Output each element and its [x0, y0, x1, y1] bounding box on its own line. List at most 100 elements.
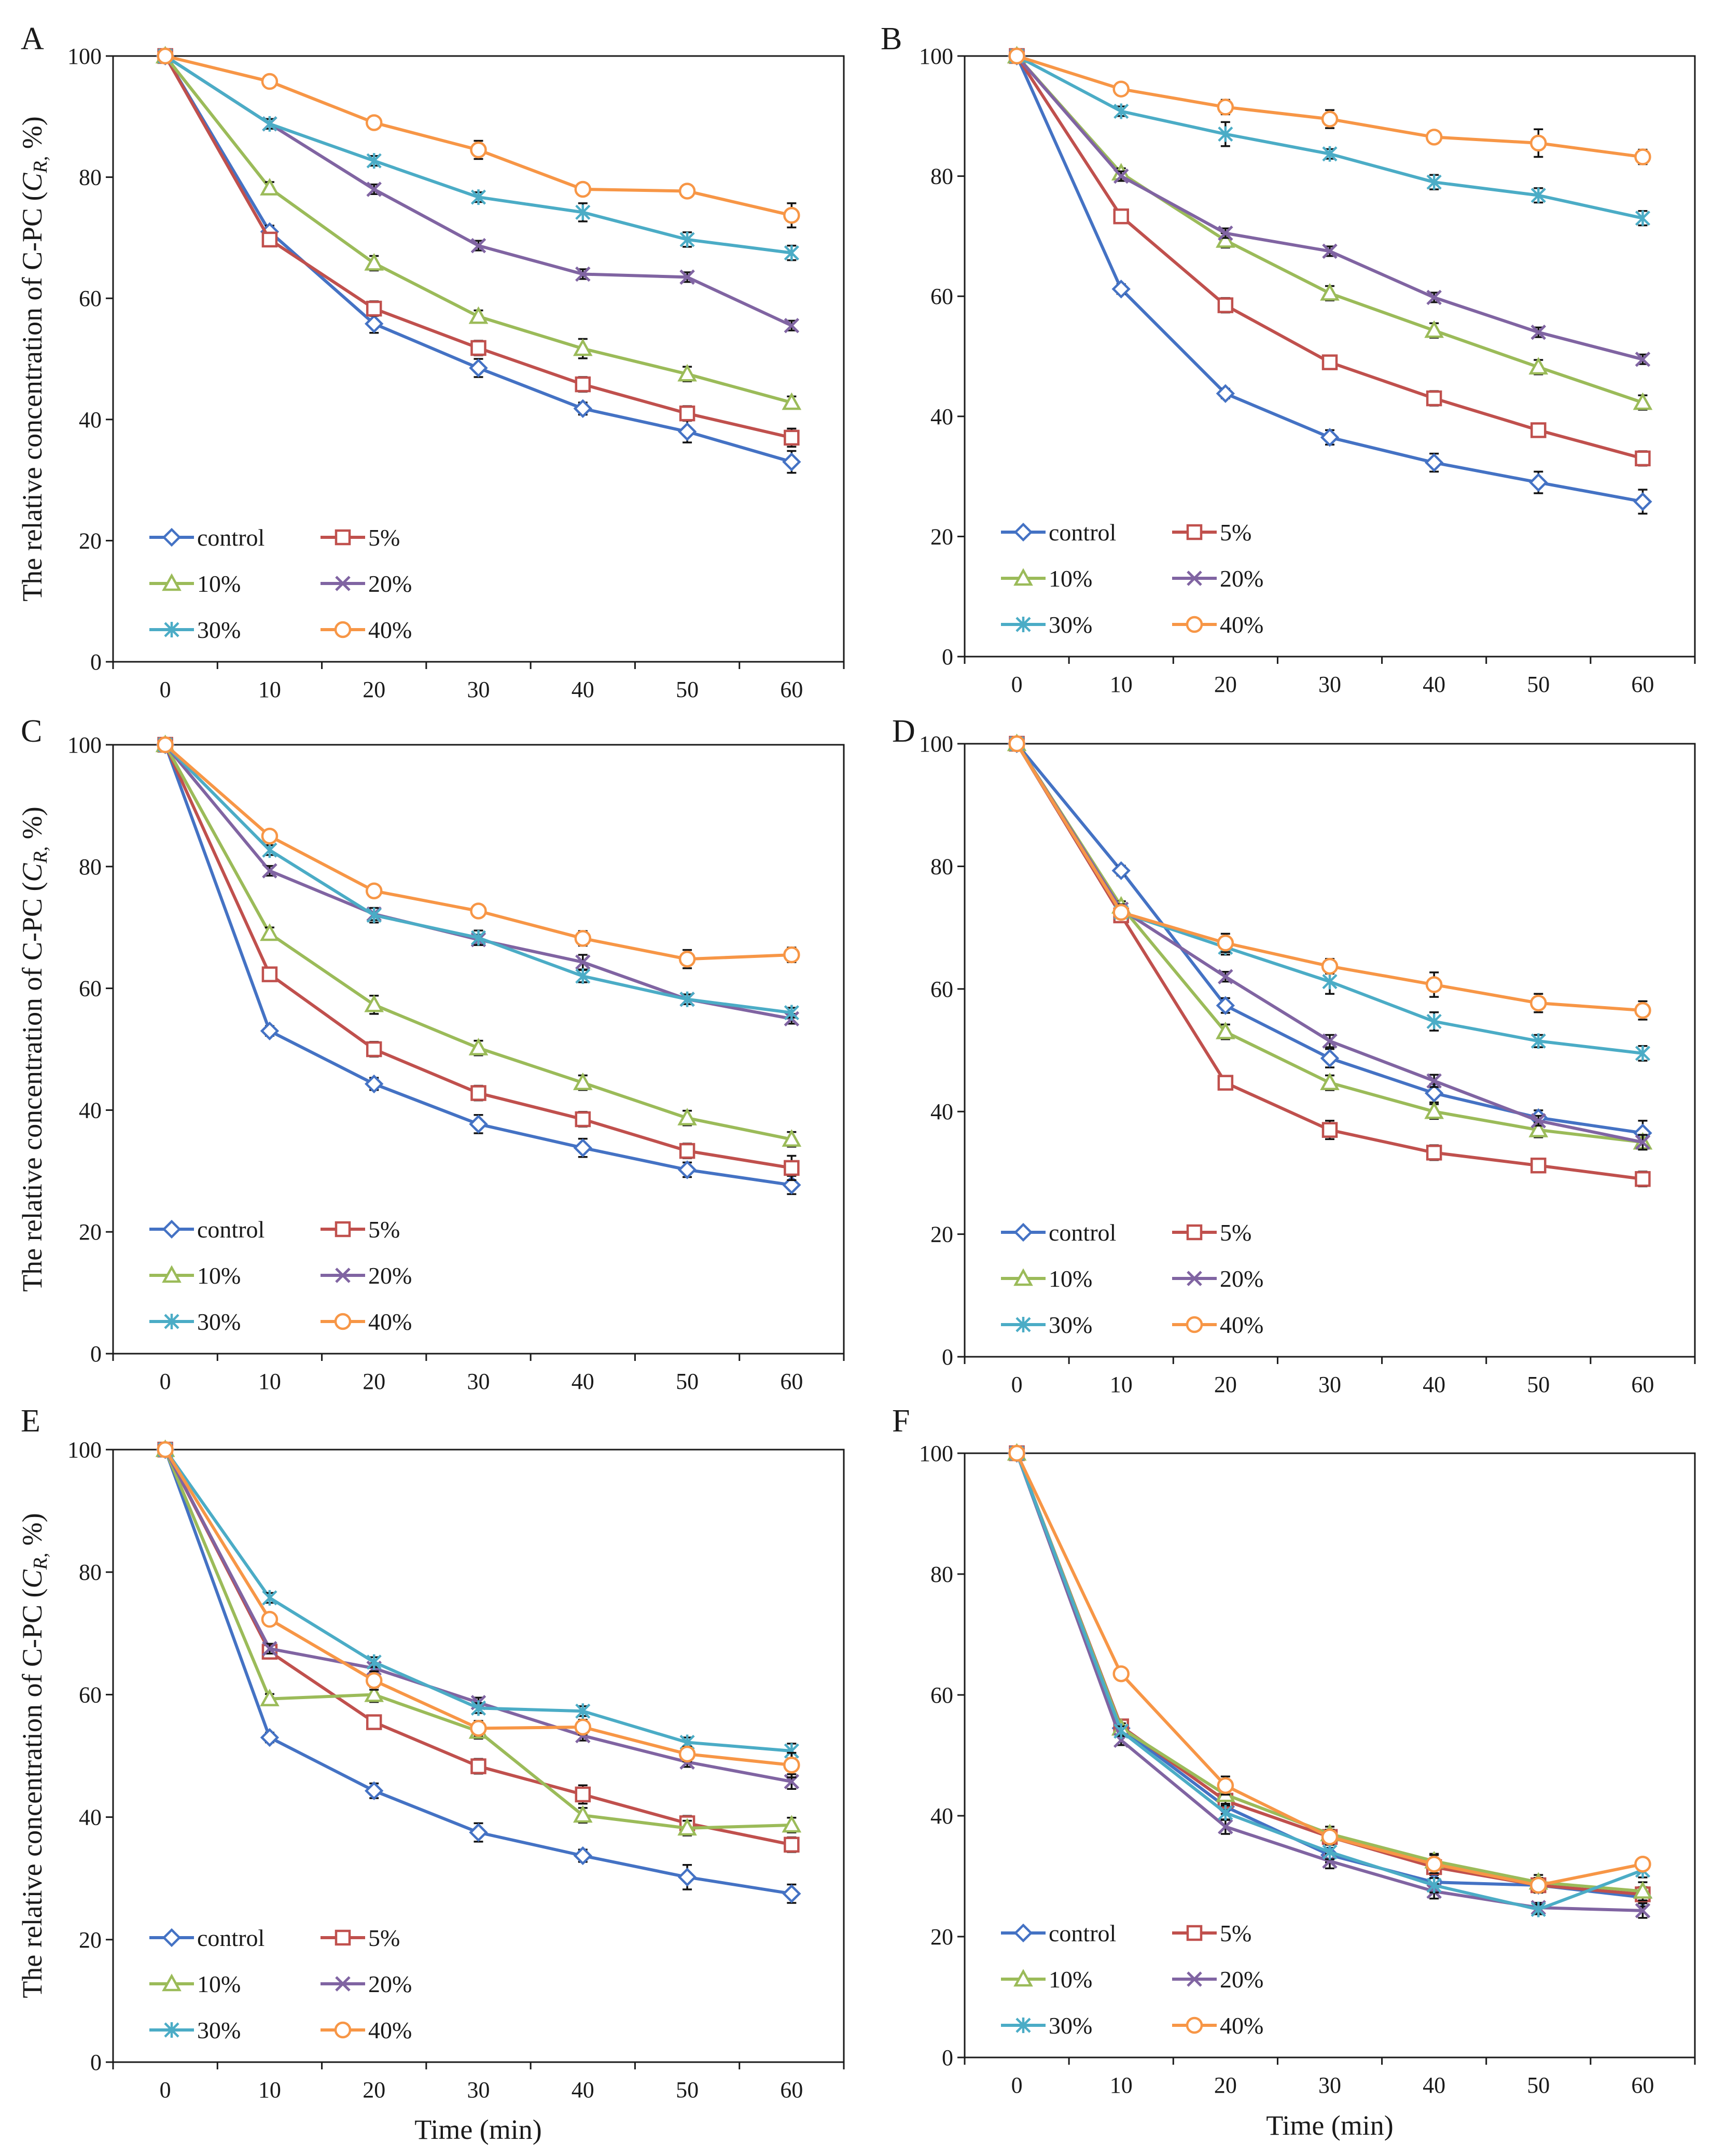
data-point-p5: [470, 340, 486, 356]
series-control: [156, 1440, 801, 1904]
plot-frame: [964, 55, 1696, 658]
data-point-p30: [1426, 1877, 1442, 1893]
data-point-p30: [470, 930, 486, 946]
data-point-p5: [1217, 1075, 1234, 1091]
data-point-p5: [679, 405, 695, 422]
series-p10: [1007, 733, 1653, 1151]
data-point-p30: [679, 991, 695, 1007]
data-point-p5: [575, 376, 591, 393]
data-point-control: [782, 1175, 801, 1194]
data-point-p40: [1008, 735, 1025, 753]
legend-item-p30: 30%: [149, 2017, 241, 2043]
data-point-p40: [261, 1610, 279, 1628]
legend-label: control: [1049, 1219, 1116, 1246]
data-point-control: [677, 1160, 697, 1179]
legend-marker-control: [1013, 1222, 1033, 1242]
data-point-p5: [679, 1143, 695, 1159]
data-point-p40: [1112, 1665, 1130, 1682]
data-point-p40: [1321, 957, 1339, 975]
legend-marker-p10: [162, 1973, 182, 1992]
legend-marker-p5: [1186, 524, 1203, 540]
data-point-p10: [1424, 1101, 1444, 1119]
y-tick-label: 100: [919, 1441, 953, 1466]
data-point-control: [1633, 492, 1652, 511]
series-p30: [1009, 736, 1651, 1062]
data-point-p10: [1320, 283, 1340, 301]
data-point-p20: [470, 238, 486, 254]
data-point-p40: [261, 73, 279, 90]
data-point-p40: [574, 180, 592, 198]
x-tick-label: 20: [363, 677, 385, 702]
data-point-p40: [1634, 1002, 1651, 1019]
series-line-p20: [164, 744, 792, 1021]
data-point-p20: [1322, 243, 1338, 259]
plot-frame: [964, 743, 1696, 1358]
legend-label: 10%: [197, 1971, 241, 1997]
x-tick-label: 30: [467, 1369, 490, 1394]
y-tick-label: 100: [919, 731, 953, 757]
data-point-p40: [678, 950, 696, 968]
data-point-p10: [260, 923, 280, 941]
panel-letter: E: [21, 1403, 40, 1439]
panel-letter: C: [21, 714, 42, 749]
data-point-p10: [573, 1805, 593, 1823]
panel-letter: D: [892, 714, 915, 749]
data-point-p30: [1530, 1901, 1546, 1917]
data-point-p40: [1530, 1876, 1547, 1894]
legend-marker-p10: [162, 573, 182, 591]
y-tick-label: 60: [79, 286, 102, 311]
x-tick-label: 0: [1011, 672, 1023, 697]
data-point-p20: [1635, 1903, 1651, 1918]
x-tick-label: 40: [572, 677, 594, 702]
legend-marker-p10: [1013, 1969, 1033, 1987]
data-point-p5: [575, 1786, 591, 1803]
x-tick-label: 30: [467, 2077, 490, 2103]
legend-label: 20%: [1220, 1966, 1263, 1993]
series-line-p30: [164, 743, 792, 1014]
data-point-control: [260, 1021, 280, 1040]
data-point-p20: [679, 269, 695, 285]
data-point-control: [1424, 453, 1444, 472]
data-point-control: [469, 1823, 488, 1842]
data-point-p10: [364, 1684, 384, 1702]
y-tick-label: 80: [79, 165, 102, 190]
data-point-control: [1216, 996, 1235, 1015]
legend-item-control: control: [149, 1925, 265, 1951]
legend-item-p40: 40%: [1172, 611, 1263, 638]
data-point-p40: [1321, 1828, 1339, 1846]
x-tick-label: 40: [1423, 1372, 1445, 1397]
legend-label: 10%: [1049, 1265, 1092, 1292]
legend-marker-control: [162, 527, 182, 547]
y-axis-title-text: The relative concentration of C-PC (: [17, 191, 48, 601]
legend-item-p40: 40%: [321, 1309, 412, 1335]
data-point-p40: [470, 141, 487, 159]
data-point-p20: [1322, 1033, 1338, 1049]
data-point-p40: [365, 114, 383, 131]
data-point-control: [260, 1728, 280, 1747]
data-point-p10: [573, 1072, 593, 1090]
x-tick-label: 60: [1631, 1372, 1654, 1397]
legend-item-p30: 30%: [1001, 1312, 1092, 1338]
y-axis-title-symbol: C: [17, 863, 48, 882]
x-tick-label: 0: [1011, 2072, 1023, 2098]
legend-label: 30%: [197, 617, 241, 643]
data-point-p5: [1635, 450, 1651, 467]
series-p10: [155, 1439, 802, 1837]
x-tick-label: 30: [1318, 2072, 1341, 2098]
legend-item-p20: 20%: [321, 571, 412, 597]
data-point-p30: [470, 1700, 486, 1716]
x-tick-label: 10: [1110, 2072, 1133, 2098]
data-point-p40: [1217, 934, 1234, 952]
y-tick-label: 100: [67, 1437, 102, 1463]
data-point-p10: [1528, 1120, 1549, 1137]
data-point-p40: [365, 882, 383, 900]
data-point-p30: [1530, 187, 1546, 203]
legend-marker-p30: [164, 1314, 179, 1329]
data-point-p10: [468, 306, 489, 324]
x-tick-label: 50: [676, 677, 699, 702]
legend-item-control: control: [1001, 1920, 1116, 1946]
data-point-p5: [366, 1714, 382, 1730]
